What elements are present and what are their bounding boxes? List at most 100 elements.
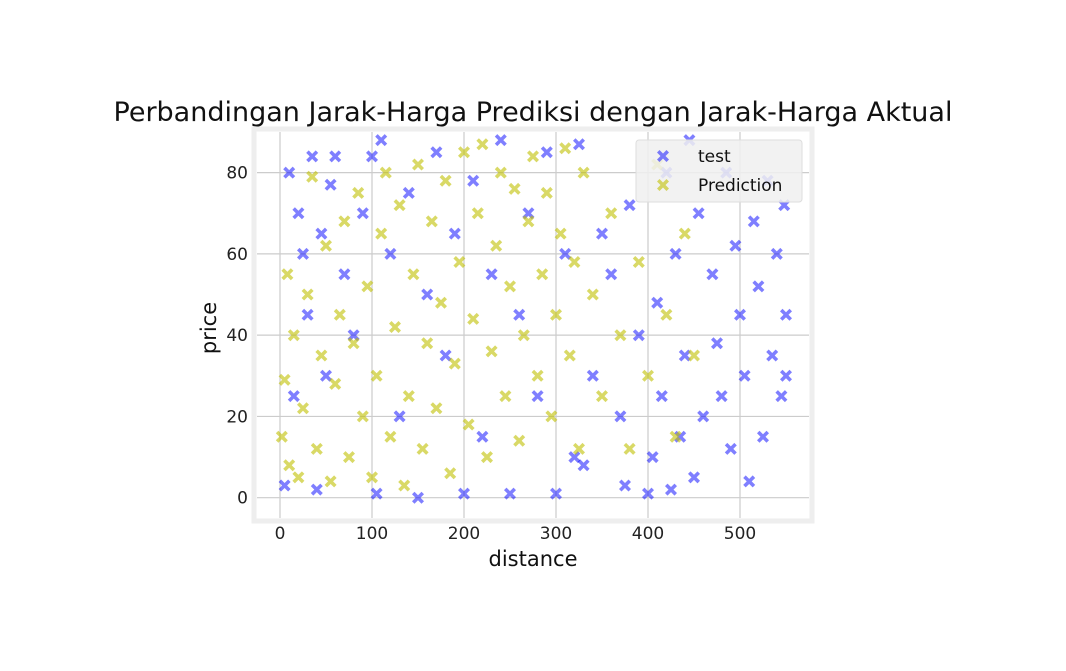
point-prediction [527, 150, 539, 163]
legend-label-test: test [698, 147, 731, 167]
point-test [747, 215, 760, 228]
point-prediction [384, 430, 397, 443]
point-test [752, 280, 765, 293]
point-test [458, 487, 470, 500]
point-prediction [315, 349, 328, 362]
point-prediction [471, 207, 484, 220]
point-test [504, 487, 516, 500]
point-test [665, 483, 677, 496]
chart-title: Perbandingan Jarak-Harga Prediksi dengan… [114, 97, 953, 128]
point-test [697, 410, 710, 423]
point-prediction [366, 471, 378, 484]
point-prediction [559, 142, 572, 155]
point-prediction [416, 442, 429, 455]
point-test [715, 390, 728, 403]
point-prediction [448, 357, 461, 370]
point-prediction [297, 402, 309, 415]
point-prediction [333, 308, 346, 321]
x-tick-label: 100 [356, 524, 388, 544]
point-prediction [370, 369, 383, 382]
point-prediction [522, 215, 535, 228]
grid [257, 132, 809, 518]
point-prediction [632, 256, 645, 268]
point-prediction [389, 321, 401, 333]
point-test [310, 483, 323, 496]
legend-marker-icon [657, 150, 669, 162]
point-test [632, 329, 645, 342]
point-test [775, 390, 788, 403]
tick-labels: 0 100 200 300 400 500 0 20 40 60 80 [226, 164, 756, 544]
point-prediction [550, 308, 562, 321]
point-test [586, 369, 599, 382]
point-test [370, 487, 383, 500]
point-test [439, 349, 452, 362]
point-test [485, 268, 498, 281]
legend-marker-icon [657, 179, 669, 191]
point-prediction [494, 166, 507, 179]
point-test [306, 150, 319, 163]
point-test [393, 410, 406, 423]
point-prediction [421, 337, 434, 350]
point-prediction [283, 459, 296, 472]
point-test [596, 227, 608, 240]
point-prediction [476, 138, 489, 151]
point-test [283, 166, 296, 179]
point-test [706, 268, 719, 281]
point-test [324, 178, 337, 191]
point-prediction [393, 199, 406, 212]
point-prediction [467, 312, 480, 325]
point-prediction [563, 349, 576, 362]
point-prediction [586, 288, 599, 301]
point-test [550, 487, 562, 500]
point-prediction [623, 442, 636, 455]
point-test [688, 471, 700, 484]
point-test [356, 207, 369, 220]
y-tick-label: 40 [226, 326, 248, 346]
point-prediction [531, 369, 544, 382]
point-test [619, 479, 631, 492]
point-prediction [536, 268, 549, 281]
series-prediction [275, 138, 700, 492]
point-test [540, 146, 553, 159]
point-test [642, 487, 654, 500]
point-prediction [301, 288, 314, 301]
x-tick-label: 0 [275, 524, 286, 544]
point-prediction [568, 256, 581, 268]
point-prediction [458, 146, 470, 159]
point-prediction [278, 373, 291, 386]
point-test [448, 227, 461, 240]
point-prediction [275, 430, 288, 443]
point-test [692, 207, 705, 220]
point-test [531, 390, 544, 403]
point-test [614, 410, 627, 423]
point-test [375, 134, 388, 147]
point-test [780, 308, 792, 321]
point-prediction [444, 467, 457, 480]
point-test [297, 247, 309, 260]
point-prediction [402, 390, 415, 403]
legend-marker-test [657, 150, 669, 162]
point-prediction [281, 268, 294, 281]
point-prediction [329, 377, 342, 390]
point-prediction [320, 239, 332, 252]
point-prediction [439, 174, 452, 187]
point-test [734, 308, 746, 321]
point-prediction [361, 280, 374, 293]
point-prediction [462, 418, 475, 431]
point-prediction [678, 227, 691, 240]
point-test [729, 239, 742, 252]
point-test [738, 369, 751, 382]
point-test [605, 268, 618, 281]
point-prediction [554, 227, 567, 240]
point-prediction [338, 215, 351, 228]
point-prediction [513, 434, 526, 447]
point-prediction [287, 329, 300, 342]
x-axis-label: distance [489, 547, 578, 571]
point-prediction [375, 227, 388, 240]
point-test [320, 369, 332, 382]
point-test [559, 247, 572, 260]
point-test [655, 390, 668, 403]
point-prediction [425, 215, 438, 228]
legend-marker-prediction [657, 179, 669, 191]
